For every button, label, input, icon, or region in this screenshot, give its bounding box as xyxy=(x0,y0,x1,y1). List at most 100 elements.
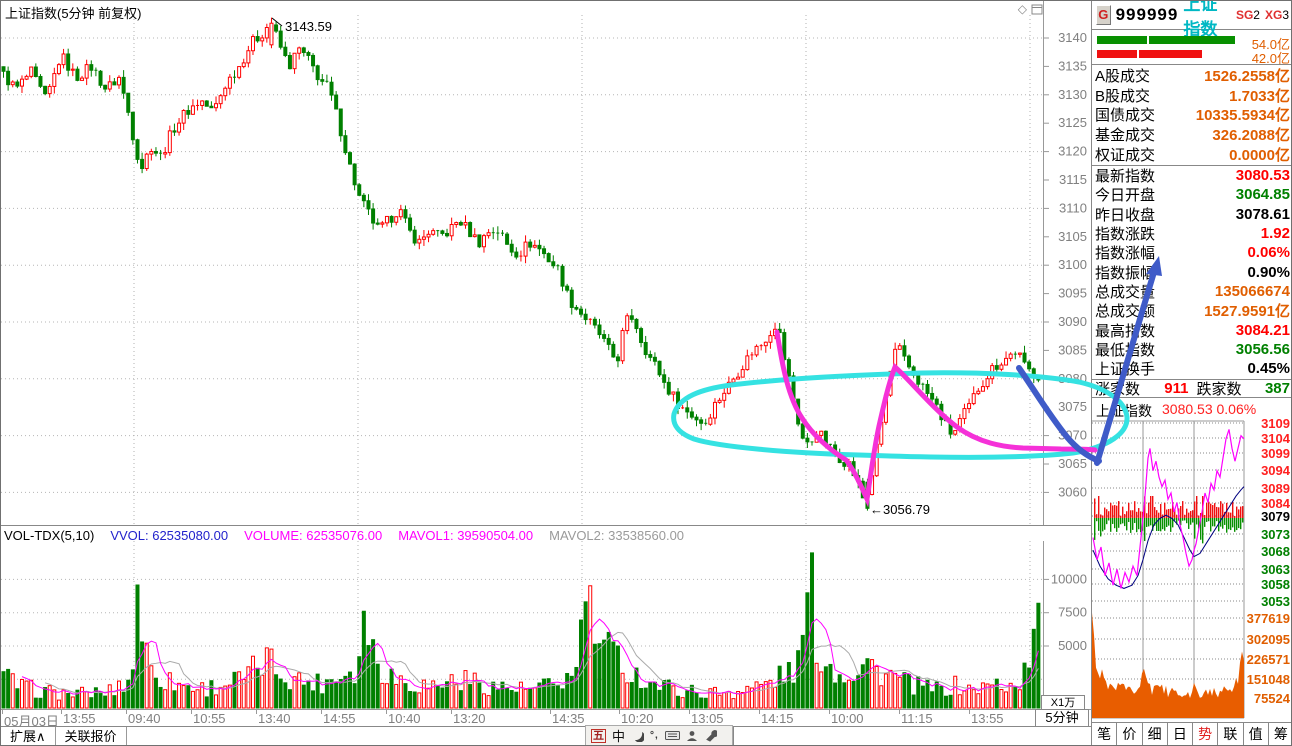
quote-value: 0.06% xyxy=(1247,244,1290,262)
time-label: 11:15 xyxy=(901,711,933,726)
mini-price-label: 3104 xyxy=(1261,431,1291,446)
time-tick xyxy=(619,710,620,714)
quote-label: 上证换手 xyxy=(1095,361,1156,379)
extend-button[interactable]: 扩展∧ xyxy=(1,727,56,745)
mini-volume-area xyxy=(1092,612,1244,718)
quote-label: B股成交 xyxy=(1095,87,1151,105)
sell-strength-value: 42.0亿 xyxy=(1251,51,1290,66)
period-selector[interactable]: 5分钟 xyxy=(1035,709,1089,727)
panel-tab-值[interactable]: 值 xyxy=(1244,723,1269,745)
chart-corner-icons: ◇ xyxy=(1018,2,1043,16)
mini-price-line xyxy=(1092,429,1245,589)
panel-tab-价[interactable]: 价 xyxy=(1117,723,1143,745)
time-label: 13:55 xyxy=(63,711,96,726)
mini-price-label: 3084 xyxy=(1261,496,1291,511)
quote-row: 权证成交 0.0000亿 xyxy=(1092,144,1291,164)
panel-tab-联[interactable]: 联 xyxy=(1218,723,1244,745)
panel-tab-势[interactable]: 势 xyxy=(1193,723,1219,745)
stock-code: 999999 xyxy=(1115,5,1179,24)
time-tick xyxy=(61,710,62,714)
buy-strength-value: 54.0亿 xyxy=(1251,37,1290,52)
mini-price-label: 3068 xyxy=(1261,544,1290,559)
buy-strength-bar xyxy=(1097,36,1147,44)
mini-average-line xyxy=(1092,486,1245,589)
sg-badge[interactable]: SG2 xyxy=(1235,8,1260,22)
panel-tab-日[interactable]: 日 xyxy=(1168,723,1193,745)
quote-label: 今日开盘 xyxy=(1095,187,1156,205)
xg-badge[interactable]: XG3 xyxy=(1264,8,1289,22)
price-axis-label: 3095 xyxy=(1058,286,1087,301)
mini-volume-label: 377619 xyxy=(1247,611,1290,626)
quote-label: 指数振幅 xyxy=(1095,264,1156,282)
quote-value: 3064.85 xyxy=(1235,186,1290,204)
time-label: 14:35 xyxy=(552,711,585,726)
quote-value: 10335.5934亿 xyxy=(1195,107,1290,125)
panel-tab-筹[interactable]: 筹 xyxy=(1273,726,1288,742)
axis-divider xyxy=(1,709,1091,710)
punctuation-icon[interactable]: °, xyxy=(650,730,659,741)
price-grid xyxy=(1,1,1044,525)
price-axis-label: 3085 xyxy=(1058,342,1087,357)
price-axis-label: 3065 xyxy=(1058,456,1087,471)
linked-quotes-button[interactable]: 关联报价 xyxy=(56,727,127,745)
quote-value: 135066674 xyxy=(1214,282,1290,300)
panel-tab-笔[interactable]: 笔 xyxy=(1092,723,1118,745)
quote-label: 指数涨跌 xyxy=(1095,226,1156,244)
quote-row: 最低指数 3056.56 xyxy=(1092,340,1291,359)
time-tick xyxy=(689,710,690,714)
quote-row: 总成交量 135066674 xyxy=(1092,282,1291,301)
volume-unit-label: X1万 xyxy=(1041,695,1085,711)
quote-value: 1526.2558亿 xyxy=(1204,68,1290,86)
quote-value: 3084.21 xyxy=(1235,321,1290,339)
ime-toolbar: 五 中 °, xyxy=(585,725,733,745)
ime-wubi-icon[interactable]: 五 xyxy=(591,728,606,743)
quote-row: 指数涨跌 1.92 xyxy=(1092,224,1291,244)
quote-value: 3056.56 xyxy=(1235,340,1290,358)
time-label: 14:15 xyxy=(761,711,794,726)
moon-icon[interactable] xyxy=(631,729,645,742)
price-axis-label: 3090 xyxy=(1058,314,1087,329)
time-label: 13:05 xyxy=(691,711,724,726)
time-tick xyxy=(191,710,192,714)
time-tick xyxy=(2,710,3,714)
quote-label: 指数涨幅 xyxy=(1095,245,1156,263)
sell-strength-bar xyxy=(1139,50,1202,58)
time-tick xyxy=(321,710,322,714)
advancers-count: 911 xyxy=(1164,380,1189,397)
price-axis-label: 3135 xyxy=(1058,58,1087,73)
sell-strength-bar xyxy=(1097,50,1137,58)
diamond-icon[interactable]: ◇ xyxy=(1017,2,1027,16)
price-axis-label: 3110 xyxy=(1059,200,1087,215)
wrench-icon[interactable] xyxy=(704,729,717,742)
time-label: 10:00 xyxy=(831,711,864,726)
quote-label: 最新指数 xyxy=(1095,168,1156,186)
volume-bars xyxy=(1,552,1041,709)
quote-value: 1.7033亿 xyxy=(1229,87,1290,105)
mini-chart-header: 上证指数 3080.53 0.06% xyxy=(1092,401,1291,419)
quote-value: 3078.61 xyxy=(1235,205,1290,223)
quote-label: 总成交额 xyxy=(1095,303,1156,321)
time-tick xyxy=(899,710,900,714)
price-axis-label: 3125 xyxy=(1058,115,1087,130)
time-tick xyxy=(759,710,760,714)
quote-row: 昨日收盘 3078.61 xyxy=(1092,205,1291,224)
mini-price-label: 3109 xyxy=(1261,418,1290,431)
mini-volume-label: 151048 xyxy=(1247,672,1290,687)
mavol2-line xyxy=(44,631,1039,695)
price-annotations: 3143.59 ←3056.79 xyxy=(271,17,930,517)
panel-tab-细[interactable]: 细 xyxy=(1143,723,1168,745)
g-button[interactable]: G xyxy=(1096,5,1111,25)
user-icon[interactable] xyxy=(686,730,698,742)
ime-mode-icon[interactable]: 中 xyxy=(612,729,626,744)
mini-price-label: 3053 xyxy=(1261,594,1290,609)
mavol1-value: MAVOL1: 39590504.00 xyxy=(398,528,534,543)
order-strength-bars: 54.0亿 42.0亿 xyxy=(1092,31,1291,66)
window-icon[interactable] xyxy=(1031,4,1043,15)
time-label: 10:40 xyxy=(388,711,421,726)
quote-value: 1.92 xyxy=(1260,225,1290,243)
price-axis-label: 3140 xyxy=(1058,30,1087,45)
keyboard-icon[interactable] xyxy=(664,730,680,741)
quote-row: 最高指数 3084.21 xyxy=(1092,320,1291,340)
quote-row: 上证换手 0.45% xyxy=(1092,359,1291,379)
